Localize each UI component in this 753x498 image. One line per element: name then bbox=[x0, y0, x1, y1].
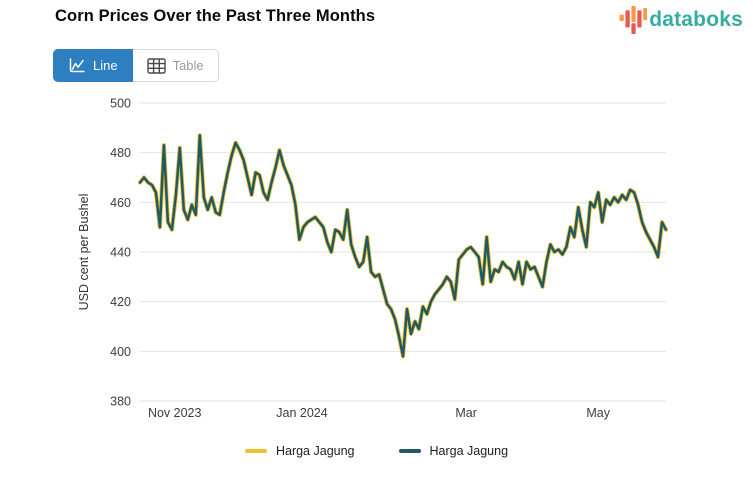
table-button-label: Table bbox=[172, 58, 204, 73]
chart-legend: Harga Jagung Harga Jagung bbox=[0, 444, 753, 458]
svg-text:400: 400 bbox=[110, 345, 131, 359]
legend-item-harga-jagung-teal[interactable]: Harga Jagung bbox=[398, 444, 509, 458]
chart-area: 380 400 420 440 460 480 500 Nov 2023 Jan 2024 Mar… bbox=[0, 95, 753, 458]
chart-view-toggle: Line Table bbox=[53, 49, 219, 82]
svg-text:460: 460 bbox=[110, 196, 131, 210]
line-button-label: Line bbox=[93, 58, 118, 73]
svg-text:380: 380 bbox=[110, 395, 131, 409]
legend-swatch-yellow bbox=[244, 449, 267, 453]
databoks-logo-text: databoks bbox=[649, 8, 743, 31]
databoks-logo[interactable]: databoks bbox=[619, 6, 743, 34]
svg-text:480: 480 bbox=[110, 146, 131, 160]
svg-text:Mar: Mar bbox=[455, 406, 477, 420]
header: Corn Prices Over the Past Three Months d… bbox=[0, 0, 753, 44]
legend-swatch-teal bbox=[398, 449, 421, 453]
legend-label: Harga Jagung bbox=[429, 444, 509, 458]
table-icon bbox=[146, 57, 166, 74]
svg-text:420: 420 bbox=[110, 295, 131, 309]
svg-text:Jan 2024: Jan 2024 bbox=[276, 406, 327, 420]
svg-text:May: May bbox=[586, 406, 610, 420]
svg-text:USD cent per Bushel: USD cent per Bushel bbox=[77, 194, 91, 311]
svg-text:500: 500 bbox=[110, 97, 131, 111]
table-view-button[interactable]: Table bbox=[132, 49, 219, 82]
legend-label: Harga Jagung bbox=[275, 444, 355, 458]
price-line-chart: 380 400 420 440 460 480 500 Nov 2023 Jan 2024 Mar… bbox=[77, 97, 669, 420]
databoks-bars-icon bbox=[619, 6, 648, 34]
svg-text:440: 440 bbox=[110, 246, 131, 260]
legend-item-harga-jagung-yellow[interactable]: Harga Jagung bbox=[244, 444, 355, 458]
line-chart-icon bbox=[69, 57, 85, 72]
page-title: Corn Prices Over the Past Three Months bbox=[55, 7, 376, 25]
line-view-button[interactable]: Line bbox=[53, 49, 133, 82]
svg-text:Nov 2023: Nov 2023 bbox=[148, 406, 202, 420]
